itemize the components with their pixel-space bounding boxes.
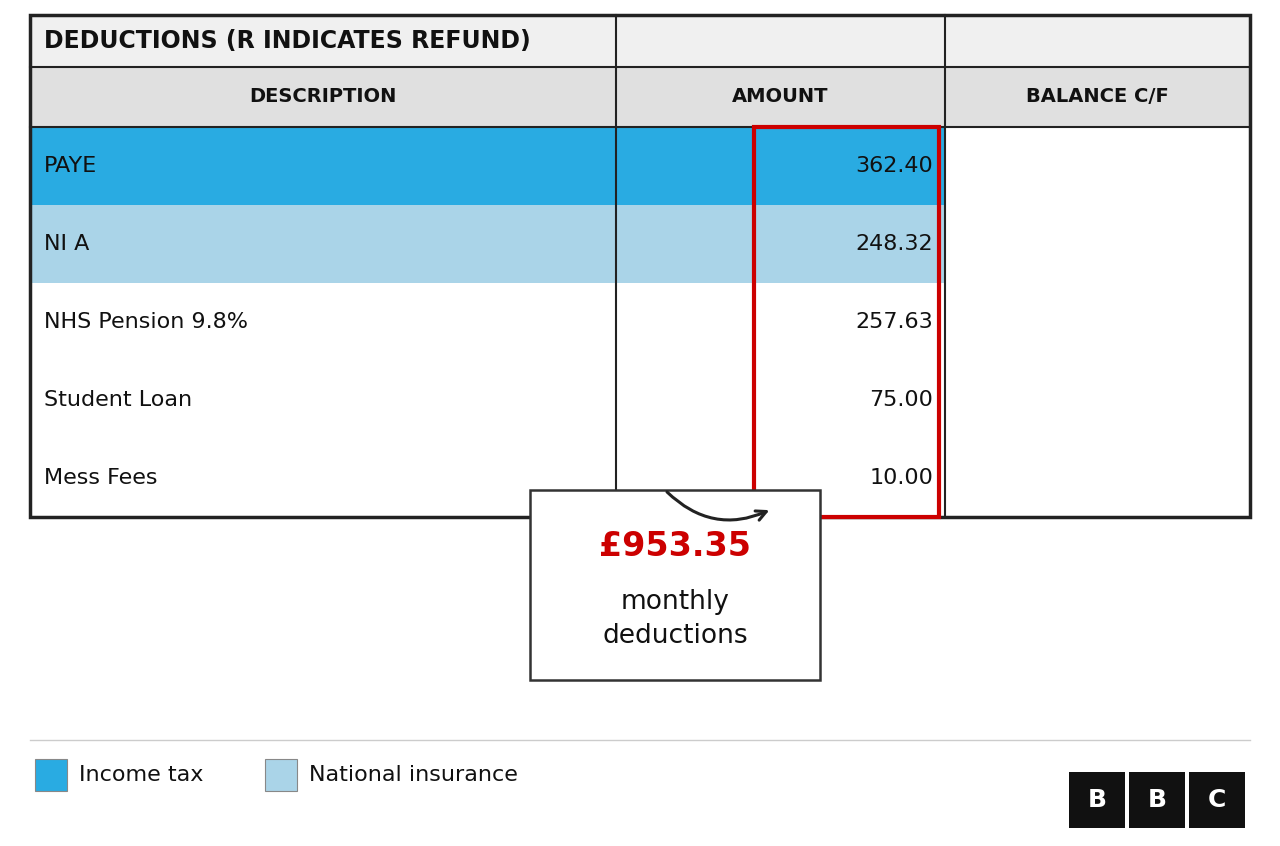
Bar bbox=[945, 205, 1251, 283]
Bar bbox=[29, 15, 1251, 517]
Bar bbox=[945, 439, 1251, 517]
Text: 257.63: 257.63 bbox=[855, 312, 933, 332]
Text: 10.00: 10.00 bbox=[869, 468, 933, 488]
Bar bbox=[29, 439, 945, 517]
Text: B: B bbox=[1088, 788, 1106, 812]
Text: B: B bbox=[1147, 788, 1166, 812]
Text: DEDUCTIONS (R INDICATES REFUND): DEDUCTIONS (R INDICATES REFUND) bbox=[44, 29, 531, 53]
Bar bbox=[1069, 772, 1125, 828]
Text: Income tax: Income tax bbox=[79, 765, 204, 785]
Text: 362.40: 362.40 bbox=[855, 156, 933, 176]
Text: DESCRIPTION: DESCRIPTION bbox=[250, 87, 397, 107]
Bar bbox=[1129, 772, 1185, 828]
Bar bbox=[29, 205, 945, 283]
Text: C: C bbox=[1208, 788, 1226, 812]
Bar bbox=[265, 759, 297, 791]
Bar bbox=[29, 283, 945, 361]
Text: National insurance: National insurance bbox=[308, 765, 518, 785]
Text: AMOUNT: AMOUNT bbox=[732, 87, 828, 107]
Text: 248.32: 248.32 bbox=[855, 234, 933, 254]
Text: BALANCE C/F: BALANCE C/F bbox=[1027, 87, 1169, 107]
Text: Student Loan: Student Loan bbox=[44, 390, 192, 410]
Bar bbox=[29, 67, 1251, 127]
Bar bbox=[1189, 772, 1245, 828]
Text: NHS Pension 9.8%: NHS Pension 9.8% bbox=[44, 312, 248, 332]
Bar bbox=[530, 490, 820, 680]
Text: 75.00: 75.00 bbox=[869, 390, 933, 410]
Bar bbox=[945, 283, 1251, 361]
Bar bbox=[754, 127, 940, 517]
Bar bbox=[29, 361, 945, 439]
Text: PAYE: PAYE bbox=[44, 156, 97, 176]
Bar bbox=[945, 361, 1251, 439]
Bar bbox=[945, 127, 1251, 205]
Bar bbox=[29, 127, 945, 205]
Text: monthly
deductions: monthly deductions bbox=[602, 589, 748, 649]
Bar bbox=[29, 15, 1251, 67]
Text: NI A: NI A bbox=[44, 234, 90, 254]
Bar bbox=[35, 759, 67, 791]
Text: Mess Fees: Mess Fees bbox=[44, 468, 157, 488]
Text: £953.35: £953.35 bbox=[599, 530, 751, 563]
